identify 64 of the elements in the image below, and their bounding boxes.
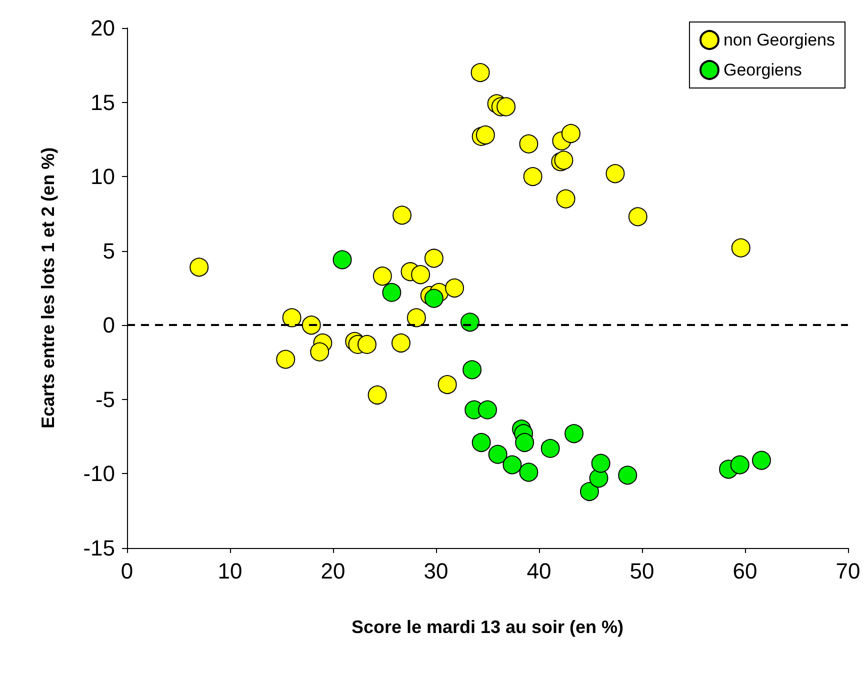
y-axis-title: Ecarts entre les lots 1 et 2 (en %)	[38, 147, 58, 429]
point	[618, 466, 638, 485]
point	[523, 167, 542, 186]
point	[515, 433, 534, 452]
point	[730, 455, 750, 474]
point	[519, 462, 538, 482]
point	[190, 258, 209, 277]
point	[564, 424, 584, 444]
point	[591, 454, 610, 473]
point	[460, 312, 480, 332]
point	[731, 238, 750, 258]
point	[540, 438, 560, 458]
point	[752, 450, 771, 470]
legend-label: Georgiens	[723, 60, 802, 80]
point	[488, 444, 508, 464]
point	[519, 134, 538, 154]
x-tick-label: 50	[630, 558, 654, 584]
point	[382, 282, 402, 302]
point	[392, 206, 412, 225]
y-tick-label: -15	[83, 536, 115, 560]
point	[628, 207, 648, 226]
point	[406, 308, 426, 328]
point	[478, 400, 497, 420]
point	[470, 63, 490, 82]
x-tick-label: 60	[732, 558, 758, 584]
point	[282, 308, 302, 328]
point	[476, 125, 495, 144]
x-tick-label: 30	[424, 558, 448, 584]
y-tick-label: -5	[95, 386, 115, 412]
y-tick-label: 0	[102, 312, 115, 338]
point	[332, 250, 352, 270]
point	[411, 265, 430, 284]
x-tick-label: 40	[526, 558, 552, 584]
point	[462, 360, 482, 380]
x-tick-label: 10	[218, 558, 242, 584]
point	[368, 385, 387, 404]
point	[472, 433, 491, 452]
y-tick-label: 15	[90, 90, 115, 115]
point	[606, 164, 625, 184]
point	[556, 189, 576, 208]
point	[561, 124, 580, 143]
x-tick-label: 20	[320, 558, 346, 584]
y-tick-label: 10	[90, 164, 115, 190]
x-tick-label: 70	[836, 558, 860, 584]
point	[392, 333, 410, 352]
point	[502, 455, 522, 474]
point	[554, 150, 574, 170]
point	[580, 482, 599, 502]
point	[276, 350, 296, 369]
x-axis-title: Score le mardi 13 au soir (en %)	[351, 617, 624, 637]
x-tick-label: 0	[120, 558, 134, 584]
legend-label: non Georgiens	[723, 30, 836, 50]
y-tick-label: 5	[102, 238, 115, 264]
point	[445, 278, 464, 298]
point	[372, 266, 392, 286]
y-tick-label: -10	[83, 461, 115, 486]
point	[310, 342, 330, 362]
point	[496, 97, 516, 116]
point	[438, 375, 457, 394]
point	[302, 316, 321, 335]
point	[424, 248, 444, 268]
point	[424, 288, 444, 308]
y-tick-label: 20	[90, 16, 115, 40]
point	[358, 334, 376, 354]
